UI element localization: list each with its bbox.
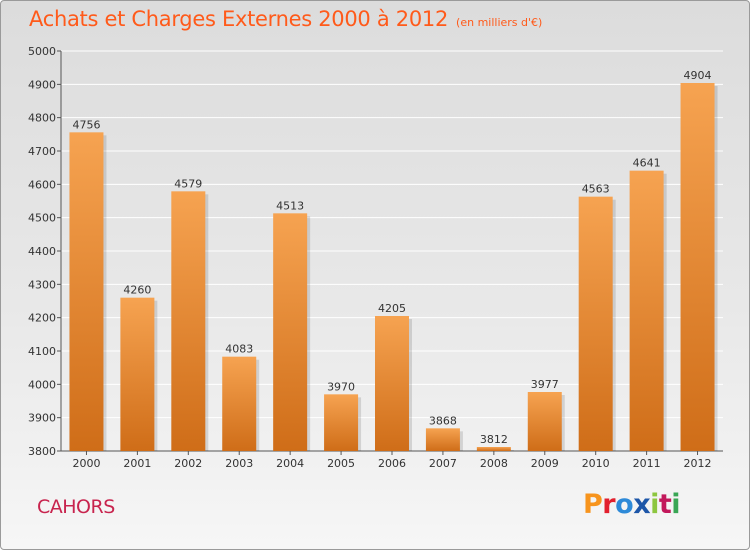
bar-value-label: 4205 xyxy=(378,302,406,315)
bar xyxy=(120,297,155,451)
bar-value-label: 4563 xyxy=(582,183,610,196)
bar-value-label: 4083 xyxy=(225,343,253,356)
x-tick-label: 2001 xyxy=(123,457,151,470)
bar-value-label: 4904 xyxy=(684,69,712,82)
bar xyxy=(69,132,104,452)
logo-letter: t xyxy=(658,489,672,520)
chart-title: Achats et Charges Externes 2000 à 2012 (e… xyxy=(29,7,542,31)
y-tick-label: 4100 xyxy=(28,345,56,358)
x-tick-label: 2000 xyxy=(72,457,100,470)
bar xyxy=(578,196,613,451)
y-tick-label: 4600 xyxy=(28,178,56,191)
bar-value-label: 4260 xyxy=(123,284,151,297)
x-tick-label: 2005 xyxy=(327,457,355,470)
bar-value-label: 3970 xyxy=(327,380,355,393)
bar-value-label: 3977 xyxy=(531,378,559,391)
bar-value-label: 4513 xyxy=(276,199,304,212)
logo-letter: r xyxy=(602,489,616,520)
y-tick-label: 4800 xyxy=(28,112,56,125)
logo-letter: i xyxy=(650,489,659,520)
x-tick-label: 2003 xyxy=(225,457,253,470)
bar xyxy=(680,83,715,451)
bar xyxy=(425,428,460,451)
bar xyxy=(222,356,257,451)
bar xyxy=(375,316,409,451)
bar xyxy=(171,191,206,452)
x-tick-label: 2009 xyxy=(531,457,559,470)
x-tick-label: 2010 xyxy=(582,457,610,470)
logo-letter: i xyxy=(671,489,681,520)
bar xyxy=(629,170,664,451)
logo-letter: x xyxy=(633,489,651,520)
y-tick-label: 4200 xyxy=(28,312,56,325)
labels: 3800 3900 4000 4100 4200 4300 4400 4500 4600 4700… xyxy=(28,45,712,470)
x-tick-label: 2011 xyxy=(633,457,661,470)
logo-letter: o xyxy=(615,489,634,520)
bar-value-label: 4756 xyxy=(72,118,100,131)
bar xyxy=(324,394,359,451)
bar xyxy=(476,447,511,451)
bars xyxy=(69,83,718,452)
bar-value-label: 3812 xyxy=(480,433,508,446)
bar xyxy=(273,213,308,451)
y-tick-label: 4700 xyxy=(28,145,56,158)
y-tick-label: 4900 xyxy=(28,78,56,91)
x-tick-label: 2006 xyxy=(378,457,406,470)
y-tick-label: 3800 xyxy=(28,445,56,458)
x-tick-label: 2002 xyxy=(174,457,202,470)
x-tick-label: 2007 xyxy=(429,457,457,470)
x-tick-label: 2008 xyxy=(480,457,508,470)
chart-subtitle: (en milliers d'€) xyxy=(456,16,543,29)
x-tick-label: 2012 xyxy=(684,457,712,470)
y-tick-label: 4400 xyxy=(28,245,56,258)
y-tick-label: 4500 xyxy=(28,212,56,225)
proxiti-logo: Proxiti xyxy=(583,489,681,520)
y-tick-label: 5000 xyxy=(28,45,56,58)
y-tick-label: 4000 xyxy=(28,378,56,391)
logo-letter: P xyxy=(583,489,603,520)
x-tick-label: 2004 xyxy=(276,457,304,470)
city-name: CAHORS xyxy=(37,496,115,518)
bar-value-label: 3868 xyxy=(429,414,457,427)
chart-title-text: Achats et Charges Externes 2000 à 2012 xyxy=(29,7,449,31)
bar-value-label: 4641 xyxy=(633,157,661,170)
bar xyxy=(527,392,562,451)
y-tick-label: 4300 xyxy=(28,278,56,291)
y-tick-label: 3900 xyxy=(28,412,56,425)
bar-value-label: 4579 xyxy=(174,177,202,190)
